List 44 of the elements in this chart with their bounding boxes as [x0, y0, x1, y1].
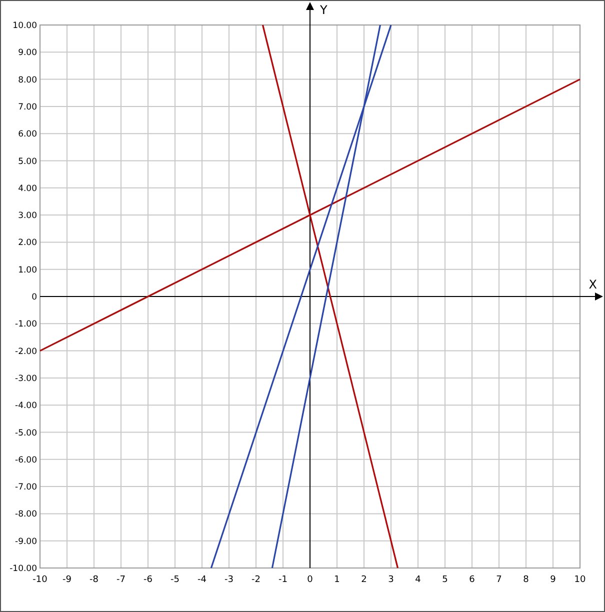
x-tick-label: 8	[523, 575, 530, 585]
x-tick-label: -5	[170, 575, 180, 585]
y-tick-label: 10.00	[12, 21, 37, 31]
y-tick-label: -9.00	[15, 536, 37, 547]
x-tick-label: 7	[496, 575, 502, 585]
y-axis-title: Y	[319, 3, 328, 17]
x-tick-label: 0	[307, 575, 314, 585]
x-tick-label: -1	[278, 575, 288, 585]
y-tick-label: 5.00	[18, 156, 37, 167]
y-tick-label: 1.00	[18, 265, 37, 276]
y-tick-label: -7.00	[15, 482, 37, 493]
x-tick-label: 4	[415, 575, 422, 585]
y-tick-label: -5.00	[15, 428, 37, 438]
x-tick-label: -3	[224, 575, 234, 585]
y-tick-label: 0	[32, 292, 37, 302]
x-tick-label: 1	[334, 575, 340, 585]
x-tick-label: 9	[550, 575, 556, 585]
y-tick-label: -6.00	[15, 455, 37, 466]
y-tick-label: 3.00	[18, 211, 37, 222]
x-tick-label: -2	[252, 575, 260, 585]
x-tick-label: -10	[32, 575, 48, 585]
x-tick-label: 5	[442, 575, 448, 585]
y-tick-label: -2.00	[15, 346, 37, 357]
y-tick-label: 9.00	[18, 48, 37, 58]
x-tick-label: 2	[361, 575, 367, 585]
x-tick-label: -8	[90, 575, 99, 585]
y-tick-label: -4.00	[15, 401, 37, 412]
y-tick-label: -1.00	[15, 320, 37, 330]
y-tick-label: 4.00	[18, 184, 37, 194]
y-tick-label: 8.00	[18, 75, 37, 86]
x-tick-label: 3	[388, 575, 394, 585]
x-tick-label: -4	[198, 575, 207, 585]
x-tick-label: -6	[144, 575, 153, 585]
y-tick-label: 7.00	[18, 102, 37, 112]
y-tick-label: 6.00	[18, 130, 37, 140]
x-tick-label: -7	[116, 575, 126, 585]
y-tick-label: -3.00	[15, 374, 37, 384]
y-tick-label: -8.00	[15, 510, 37, 520]
x-tick-label: -9	[62, 575, 72, 585]
x-tick-label: 6	[469, 575, 476, 585]
y-tick-label: -10.00	[10, 564, 37, 574]
x-tick-label: 10	[574, 575, 586, 585]
y-tick-label: 2.00	[18, 238, 37, 248]
x-axis-title: X	[588, 278, 597, 292]
